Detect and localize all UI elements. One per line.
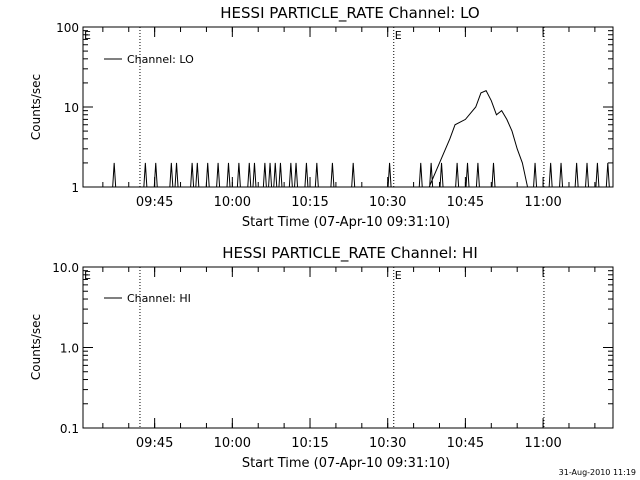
hi-ytick-label: 10.0 bbox=[52, 261, 79, 275]
chart-hi-y-axis: 0.1 1.0 10.0 bbox=[52, 261, 613, 436]
lo-ytick-label: 100 bbox=[56, 21, 79, 35]
chart-lo-x-axis: 09:45 10:00 10:15 10:30 10:45 11:00 bbox=[102, 27, 596, 210]
chart-hi: HESSI PARTICLE_RATE Channel: HI Counts/s… bbox=[29, 244, 614, 471]
chart-hi-vlines bbox=[139, 267, 545, 428]
lo-xtick-label: 10:15 bbox=[291, 195, 328, 210]
hi-flag-label: E bbox=[84, 269, 91, 282]
lo-flag-label: E bbox=[395, 29, 402, 42]
chart-lo-legend-label: Channel: LO bbox=[127, 53, 194, 66]
lo-xtick-label: 10:45 bbox=[447, 195, 484, 210]
chart-hi-ylabel: Counts/sec bbox=[29, 314, 43, 380]
lo-xtick-label: 10:00 bbox=[214, 195, 251, 210]
hi-xtick-label: 10:00 bbox=[214, 436, 251, 451]
lo-ytick-label: 1 bbox=[71, 181, 79, 195]
chart-lo-y-axis: 1 10 100 bbox=[56, 21, 613, 195]
lo-xtick-label: 09:45 bbox=[136, 195, 173, 210]
plot-timestamp: 31-Aug-2010 11:19 bbox=[559, 468, 636, 477]
hi-ytick-label: 1.0 bbox=[60, 342, 79, 356]
chart-lo-vlines bbox=[139, 27, 545, 187]
lo-xtick-label: 11:00 bbox=[524, 195, 561, 210]
hi-flag-label: E bbox=[395, 269, 402, 282]
chart-hi-x-axis: 09:45 10:00 10:15 10:30 10:45 11:00 bbox=[102, 267, 596, 451]
chart-hi-title: HESSI PARTICLE_RATE Channel: HI bbox=[222, 244, 478, 263]
hi-xtick-label: 09:45 bbox=[136, 436, 173, 451]
chart-lo: HESSI PARTICLE_RATE Channel: LO Counts/s… bbox=[29, 4, 614, 230]
chart-lo-ylabel: Counts/sec bbox=[29, 74, 43, 140]
chart-lo-xlabel: Start Time (07-Apr-10 09:31:10) bbox=[242, 215, 450, 230]
lo-xtick-label: 10:30 bbox=[369, 195, 406, 210]
chart-lo-series-line bbox=[83, 90, 610, 188]
lo-ytick-label: 10 bbox=[64, 101, 79, 115]
hi-xtick-label: 11:00 bbox=[524, 436, 561, 451]
chart-lo-title: HESSI PARTICLE_RATE Channel: LO bbox=[220, 4, 479, 23]
hi-xtick-label: 10:30 bbox=[369, 436, 406, 451]
chart-lo-legend: Channel: LO bbox=[104, 53, 194, 66]
chart-hi-legend: Channel: HI bbox=[104, 292, 191, 305]
hi-xtick-label: 10:45 bbox=[447, 436, 484, 451]
chart-lo-plot-frame bbox=[82, 26, 614, 188]
hi-xtick-label: 10:15 bbox=[291, 436, 328, 451]
hi-ytick-label: 0.1 bbox=[60, 422, 79, 436]
chart-hi-xlabel: Start Time (07-Apr-10 09:31:10) bbox=[242, 456, 450, 471]
chart-hi-legend-label: Channel: HI bbox=[127, 292, 191, 305]
lo-flag-label: E bbox=[84, 29, 91, 42]
